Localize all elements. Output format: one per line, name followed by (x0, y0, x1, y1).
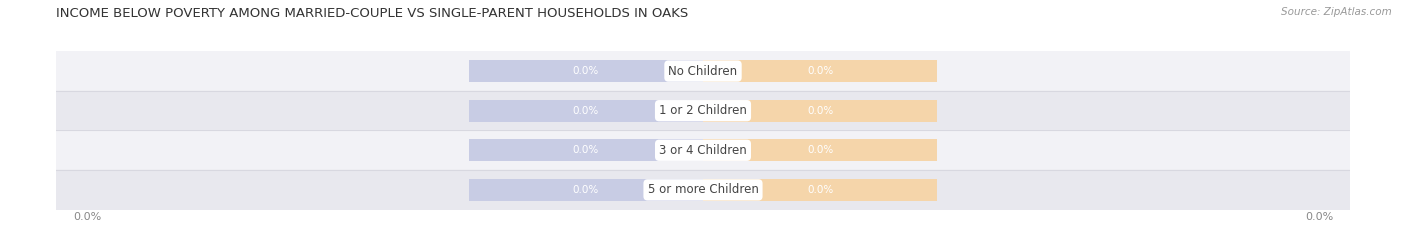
Bar (703, 60, 936, 82)
Text: Source: ZipAtlas.com: Source: ZipAtlas.com (1281, 7, 1392, 17)
Text: No Children: No Children (668, 65, 738, 78)
Bar (470, 60, 703, 82)
Text: 0.0%: 0.0% (572, 145, 599, 155)
Bar (56, 91, 1350, 130)
Text: 0.0%: 0.0% (572, 185, 599, 195)
Bar (470, 179, 703, 201)
Bar (703, 139, 936, 161)
Bar (56, 51, 1350, 91)
Bar (703, 100, 936, 122)
Text: 0.0%: 0.0% (807, 106, 834, 116)
Bar (56, 130, 1350, 170)
Bar (703, 179, 936, 201)
Text: 3 or 4 Children: 3 or 4 Children (659, 144, 747, 157)
Text: 0.0%: 0.0% (572, 106, 599, 116)
Text: INCOME BELOW POVERTY AMONG MARRIED-COUPLE VS SINGLE-PARENT HOUSEHOLDS IN OAKS: INCOME BELOW POVERTY AMONG MARRIED-COUPL… (56, 7, 689, 20)
Bar (470, 139, 703, 161)
Text: 0.0%: 0.0% (807, 66, 834, 76)
Text: 0.0%: 0.0% (807, 185, 834, 195)
Text: 0.0%: 0.0% (572, 66, 599, 76)
Text: 5 or more Children: 5 or more Children (648, 183, 758, 196)
Bar (470, 100, 703, 122)
Text: 1 or 2 Children: 1 or 2 Children (659, 104, 747, 117)
Text: 0.0%: 0.0% (807, 145, 834, 155)
Bar (56, 170, 1350, 210)
